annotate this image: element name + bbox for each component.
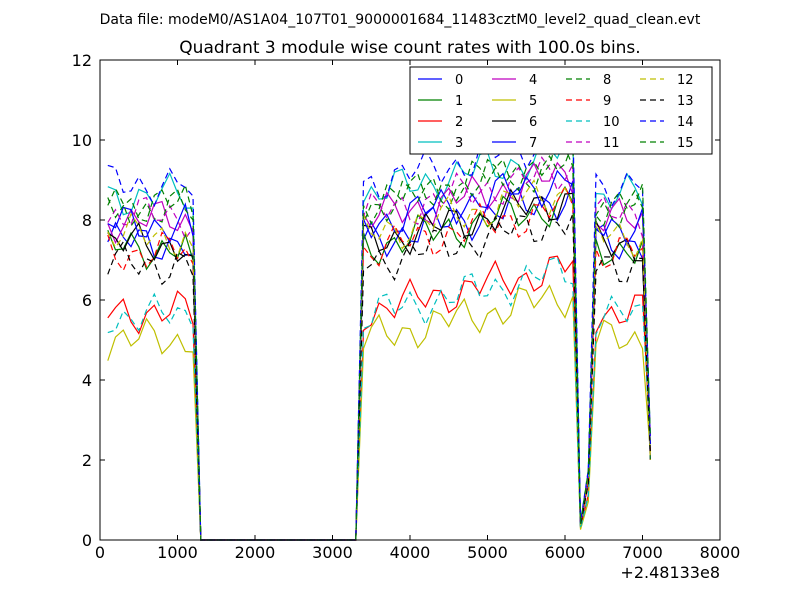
legend-label-5: 5 [529,94,537,109]
x-tick-label: 1000 [157,543,198,562]
series-line-8 [107,141,651,541]
y-tick-label: 4 [82,371,92,390]
y-tick-label: 0 [82,531,92,550]
series-line-5 [107,284,651,541]
x-tick-label: 6000 [545,543,586,562]
x-offset-label: +2.48133e8 [620,563,720,582]
series-line-9 [107,184,651,541]
chart-title: Quadrant 3 module wise count rates with … [179,38,640,58]
series-line-13 [107,213,651,541]
y-tick-label: 2 [82,451,92,470]
series-line-10 [107,256,651,541]
legend-label-9: 9 [603,94,611,109]
y-tick-label: 12 [72,51,92,70]
series-line-1 [107,185,651,541]
x-tick-label: 3000 [312,543,353,562]
legend-label-2: 2 [455,115,463,130]
legend-label-1: 1 [455,94,463,109]
series-line-11 [107,156,651,541]
x-tick-label: 7000 [622,543,663,562]
plot-area [107,116,651,541]
legend-label-14: 14 [677,115,694,130]
legend-label-15: 15 [677,136,694,151]
legend-label-6: 6 [529,115,537,130]
legend-label-12: 12 [677,73,694,88]
series-line-6 [107,188,651,541]
x-tick-label: 8000 [700,543,741,562]
y-tick-label: 10 [72,131,92,150]
y-tick-label: 8 [82,211,92,230]
x-tick-label: 4000 [390,543,431,562]
suptitle: Data file: modeM0/AS1A04_107T01_90000016… [100,12,701,28]
series-line-0 [107,180,651,541]
legend-label-10: 10 [603,115,620,130]
legend-label-8: 8 [603,73,611,88]
x-tick-label: 0 [95,543,105,562]
legend-label-7: 7 [529,136,537,151]
legend-box [409,66,713,155]
legend-label-11: 11 [603,136,620,151]
series-line-3 [107,136,651,541]
legend-label-4: 4 [529,73,537,88]
y-tick-label: 6 [82,291,92,310]
legend-label-13: 13 [677,94,694,109]
series-line-15 [107,138,651,541]
series-line-7 [107,169,651,541]
legend-label-0: 0 [455,73,463,88]
x-tick-label: 5000 [467,543,508,562]
axes: 0 1000 2000 3000 4000 5000 6000 7000 80000246810… [72,51,741,562]
series-line-14 [107,116,651,541]
x-tick-label: 2000 [235,543,276,562]
legend-label-3: 3 [455,136,463,151]
